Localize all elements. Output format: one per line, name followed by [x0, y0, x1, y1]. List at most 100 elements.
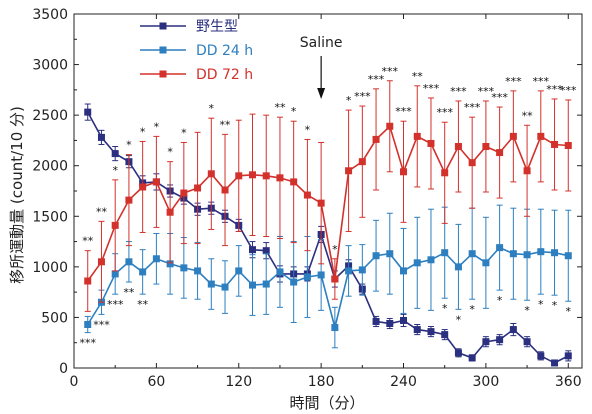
- significance-marker: *: [140, 125, 146, 138]
- data-point: [523, 167, 531, 175]
- plot-frame: [73, 13, 583, 369]
- legend-label: DD 24 h: [196, 43, 253, 59]
- y-tick-label: 2500: [32, 108, 68, 124]
- data-point: [152, 178, 160, 186]
- significance-marker: ***: [546, 83, 563, 96]
- legend-entry-2: DD 24 h: [140, 43, 253, 59]
- significance-marker: **: [137, 298, 149, 311]
- legend-marker: [159, 46, 167, 54]
- significance-marker: **: [82, 235, 94, 248]
- data-point: [441, 169, 449, 177]
- data-point: [509, 250, 517, 258]
- annotation-label: Saline: [300, 35, 343, 51]
- data-point: [441, 249, 449, 257]
- plot-border: [73, 13, 583, 369]
- data-point: [468, 354, 476, 362]
- data-point: [221, 186, 229, 194]
- data-point: [372, 252, 380, 260]
- data-point: [207, 280, 215, 288]
- x-tick-label: 360: [555, 374, 582, 390]
- significance-marker: *: [154, 120, 160, 133]
- data-point: [400, 316, 408, 324]
- data-point: [152, 255, 160, 263]
- x-axis-title: 時間（分）: [289, 394, 364, 412]
- significance-marker: **: [412, 70, 424, 83]
- data-point: [468, 250, 476, 258]
- data-point: [358, 266, 366, 274]
- significance-marker: ***: [395, 105, 412, 118]
- y-tick-label: 0: [59, 361, 68, 377]
- data-point: [441, 331, 449, 339]
- y-tick-label: 3500: [32, 7, 68, 23]
- data-point: [482, 338, 490, 346]
- data-point: [262, 247, 270, 255]
- data-point: [303, 273, 311, 281]
- significance-marker: *: [332, 243, 338, 256]
- data-point: [248, 281, 256, 289]
- data-point: [317, 199, 325, 207]
- data-point: [111, 221, 119, 229]
- data-point: [111, 150, 119, 158]
- data-point: [564, 352, 572, 360]
- data-point: [235, 267, 243, 275]
- significance-marker: *: [346, 94, 352, 107]
- data-point: [290, 178, 298, 186]
- significance-marker: ***: [491, 91, 508, 104]
- data-point: [139, 183, 147, 191]
- data-point: [427, 328, 435, 336]
- data-point: [482, 142, 490, 150]
- x-tick-label: 240: [390, 374, 417, 390]
- significance-marker: ***: [533, 75, 550, 88]
- significance-marker: *: [497, 294, 503, 307]
- significance-marker: *: [456, 313, 462, 326]
- data-point: [139, 268, 147, 276]
- significance-marker: *: [538, 298, 544, 311]
- data-point: [221, 283, 229, 291]
- data-point: [400, 168, 408, 176]
- x-tick-label: 60: [147, 374, 165, 390]
- data-point: [386, 319, 394, 327]
- data-point: [235, 172, 243, 180]
- significance-marker: *: [566, 305, 572, 318]
- data-point: [358, 158, 366, 166]
- data-point: [496, 149, 504, 157]
- significance-marker: *: [305, 123, 311, 136]
- significance-marker: ***: [354, 90, 371, 103]
- data-point: [427, 139, 435, 147]
- data-point: [564, 141, 572, 149]
- significance-marker: ***: [107, 298, 124, 311]
- data-point: [496, 244, 504, 252]
- data-point: [454, 263, 462, 271]
- significance-marker: *: [442, 302, 448, 315]
- significance-marker: *: [181, 126, 187, 139]
- data-point: [413, 132, 421, 140]
- significance-marker: ***: [450, 85, 467, 98]
- data-point: [125, 196, 133, 204]
- data-point: [509, 326, 517, 334]
- series-2: [84, 204, 572, 349]
- data-point: [551, 249, 559, 257]
- significance-marker: ***: [560, 84, 577, 97]
- legend: 野生型 DD 24 h DD 72 h: [140, 19, 253, 83]
- significance-marker: ***: [423, 82, 440, 95]
- data-point: [413, 326, 421, 334]
- significance-marker: ***: [79, 337, 96, 350]
- significance-marker: ***: [368, 73, 385, 86]
- data-point: [537, 352, 545, 360]
- data-point: [372, 317, 380, 325]
- data-point: [386, 122, 394, 130]
- y-tick-label: 3000: [32, 58, 68, 74]
- data-point: [84, 277, 92, 285]
- data-point: [523, 338, 531, 346]
- data-point: [207, 170, 215, 178]
- data-point: [276, 268, 284, 276]
- significance-marker: ***: [436, 106, 453, 119]
- data-point: [400, 267, 408, 275]
- significance-marker: *: [126, 139, 132, 152]
- x-tick-label: 0: [70, 374, 79, 390]
- series-3: [84, 80, 572, 312]
- x-tick-label: 300: [473, 374, 500, 390]
- significance-marker: **: [522, 109, 534, 122]
- legend-marker: [159, 22, 167, 30]
